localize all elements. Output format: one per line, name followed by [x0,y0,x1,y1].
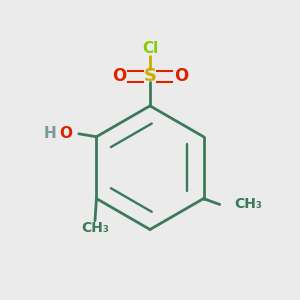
Text: O: O [112,68,126,85]
Text: CH₃: CH₃ [81,221,109,235]
Text: S: S [143,68,157,85]
Text: O: O [60,126,73,141]
Text: O: O [174,68,188,85]
Text: Cl: Cl [142,41,158,56]
Text: H: H [44,126,57,141]
Text: CH₃: CH₃ [235,197,262,212]
